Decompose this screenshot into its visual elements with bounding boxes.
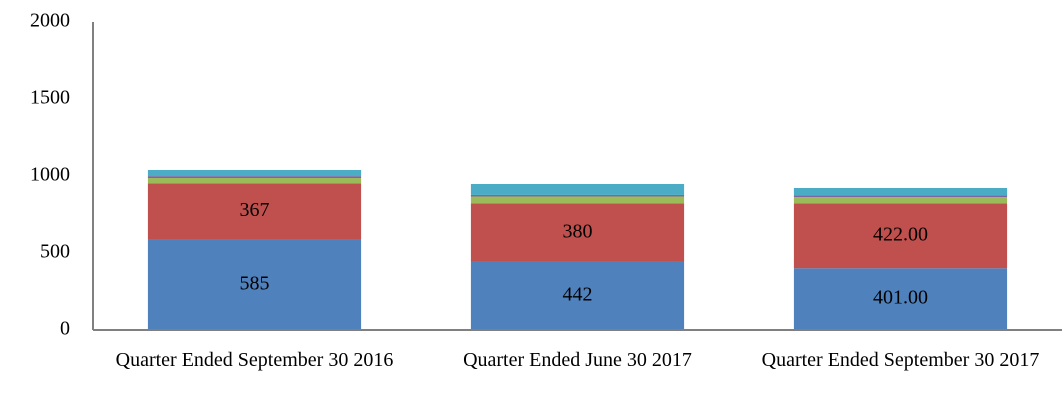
bar-segment [147, 183, 362, 240]
y-tick-label: 1500 [30, 87, 70, 109]
bar-segment [147, 176, 362, 179]
bar-segment [470, 194, 685, 197]
bar-segment [470, 261, 685, 330]
y-tick-label: 500 [40, 241, 70, 263]
bar-segment [793, 197, 1008, 204]
data-label: 442 [563, 284, 593, 306]
bar-segment [793, 203, 1008, 269]
data-label: 380 [563, 220, 593, 242]
x-tick-label: Quarter Ended September 30 2016 [115, 349, 394, 371]
bar-segment [793, 188, 1008, 196]
bar-segment [793, 195, 1008, 198]
bar-segment [470, 196, 685, 204]
bar-segment [147, 169, 362, 177]
data-label: 422.00 [873, 223, 928, 245]
data-label: 585 [240, 273, 270, 295]
bar-segment [470, 184, 685, 195]
x-tick-label: Quarter Ended September 30 2017 [761, 349, 1040, 371]
bar-segment [147, 239, 362, 330]
y-tick-label: 1000 [30, 164, 70, 186]
bar-segment [470, 203, 685, 262]
x-tick-label: Quarter Ended June 30 2017 [463, 349, 692, 371]
y-tick-label: 0 [60, 318, 70, 340]
bar-segment [793, 268, 1008, 330]
bar-segment [147, 178, 362, 184]
y-tick-label: 2000 [30, 10, 70, 32]
data-label: 401.00 [873, 287, 928, 309]
data-label: 367 [240, 199, 270, 221]
